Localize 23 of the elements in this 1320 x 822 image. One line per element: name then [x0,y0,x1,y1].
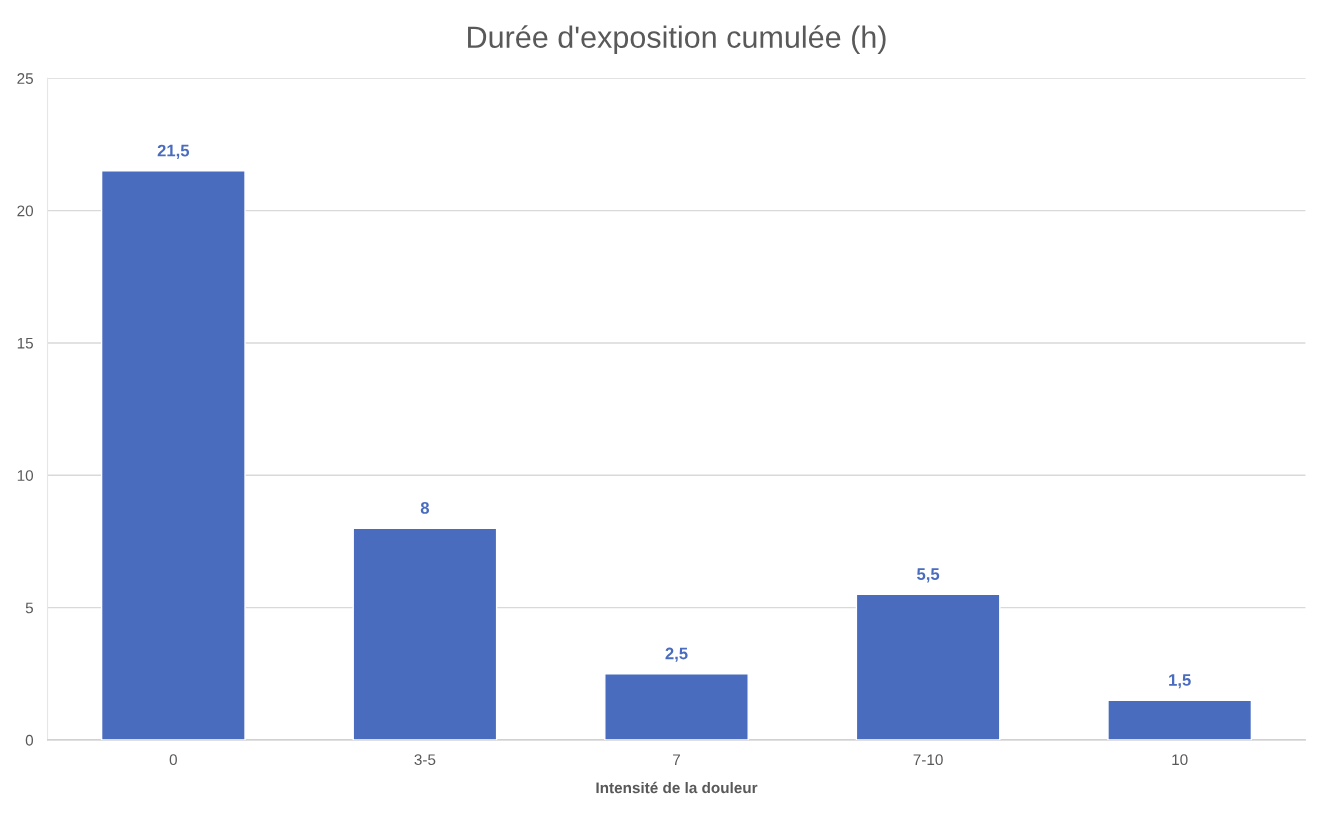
y-tick-label: 25 [17,73,33,84]
data-label: 21,5 [157,144,190,159]
bar [100,170,246,740]
bar [855,593,1001,740]
y-tick-label: 15 [17,337,33,349]
y-tick-label: 20 [17,205,34,217]
data-label: 5,5 [917,568,940,583]
data-label: 2,5 [665,647,688,662]
x-tick-label: 10 [1172,754,1188,766]
data-label: 8 [420,502,430,514]
bar [1107,699,1253,740]
y-tick-label: 5 [25,602,33,614]
data-label: 1,5 [1169,674,1191,689]
x-tick-label: 0 [169,754,177,766]
y-tick-label: 0 [25,734,34,746]
chart-title: Durée d'exposition cumulée (h) [468,25,886,55]
x-tick-label: 3-5 [414,754,436,766]
x-axis-title: Intensité de la douleur [596,781,758,794]
bar [604,673,749,740]
x-tick-label: 7 [673,754,680,765]
y-tick-label: 10 [17,470,34,481]
x-tick-label: 7-10 [913,754,943,766]
bar [352,527,498,740]
